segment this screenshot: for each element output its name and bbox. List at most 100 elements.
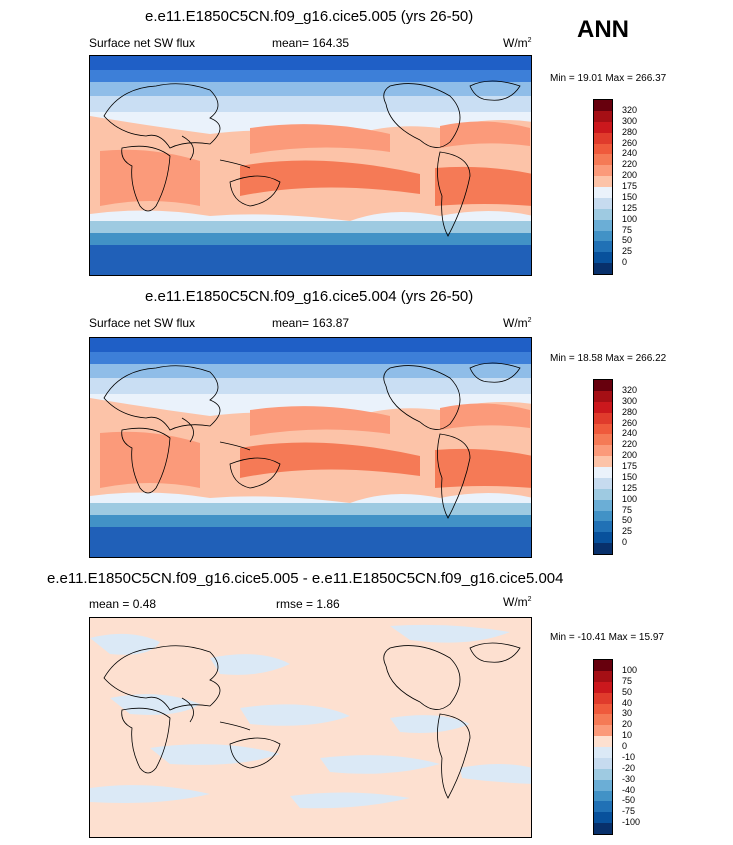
colorbar-tick-label: 10 [622,730,633,741]
panel1-units: W/m2 [503,36,532,50]
colorbar-tick-label: 100 [622,493,638,504]
colorbar-tick-label: -20 [622,762,636,773]
panel1-minmax: Min = 19.01 Max = 266.37 [550,73,667,84]
colorbar-tick-label: 25 [622,526,633,537]
colorbar-segment [594,660,612,671]
colorbar-segment [594,121,612,133]
panel1-variable-label: Surface net SW flux [89,36,196,50]
panel3-map [89,617,532,838]
colorbar-segment [594,790,612,802]
colorbar-segment [594,380,612,391]
colorbar-tick-label: 30 [622,708,633,719]
colorbar-tick-label: 220 [622,439,638,450]
colorbar-segment [594,165,612,177]
panel3-rmse-label: rmse = 1.86 [276,597,340,611]
colorbar-tick-label: 320 [622,384,638,395]
colorbar-segment [594,681,612,693]
colorbar-segment [594,714,612,726]
colorbar-segment [594,219,612,231]
colorbar-tick-label: 200 [622,450,638,461]
colorbar-tick-label: 0 [622,537,628,548]
panel2-map [89,337,532,558]
colorbar-segment [594,390,612,402]
colorbar-segment [594,725,612,737]
colorbar-segment [594,197,612,209]
colorbar-segment [594,801,612,813]
colorbar-tick-label: 260 [622,137,638,148]
colorbar-segment [594,823,612,834]
colorbar-segment [594,510,612,522]
colorbar-segment [594,532,612,544]
colorbar-tick-label: -30 [622,773,636,784]
colorbar-tick-label: 200 [622,170,638,181]
colorbar-segment [594,241,612,253]
colorbar-segment [594,467,612,478]
colorbar-segment [594,230,612,242]
colorbar-tick-label: 0 [622,741,628,751]
colorbar-tick-label: -100 [622,817,641,828]
panel1-colorbar [593,99,613,275]
panel1-title: e.e11.E1850C5CN.f09_g16.cice5.005 (yrs 2… [145,8,474,25]
colorbar-tick-label: -75 [622,806,636,817]
colorbar-tick-label: 300 [622,115,638,126]
colorbar-segment [594,757,612,769]
colorbar-tick-label: 75 [622,675,633,686]
colorbar-tick-label: 25 [622,246,633,257]
colorbar-segment [594,176,612,187]
colorbar-tick-label: 240 [622,428,638,439]
colorbar-segment [594,812,612,824]
colorbar-tick-label: 75 [622,224,633,235]
colorbar-tick-label: 125 [622,482,638,493]
colorbar-segment [594,692,612,704]
colorbar-tick-label: 50 [622,235,633,246]
panel3-colorbar-labels: 100 75 50 40 30 20 10 0 -10 -20 -30 -40 -50 -75 -100 [622,659,662,835]
colorbar-segment [594,670,612,682]
colorbar-segment [594,779,612,791]
colorbar-tick-label: 175 [622,181,638,191]
colorbar-tick-label: 50 [622,515,633,526]
colorbar-segment [594,208,612,220]
panel3-minmax: Min = -10.41 Max = 15.97 [550,632,664,643]
colorbar-segment [594,456,612,467]
colorbar-tick-label: 220 [622,159,638,170]
panel2-title: e.e11.E1850C5CN.f09_g16.cice5.004 (yrs 2… [145,288,474,305]
panel3-colorbar [593,659,613,835]
colorbar-tick-label: 150 [622,471,638,482]
colorbar-tick-label: 50 [622,686,633,697]
panel2-minmax: Min = 18.58 Max = 266.22 [550,353,667,364]
colorbar-tick-label: 20 [622,719,633,730]
panel2-colorbar-labels: 320 300 280 260 240 220 200 175 150 125 100 75 50 25 0 [622,379,662,555]
panel3-mean-label: mean = 0.48 [89,597,157,611]
colorbar-segment [594,143,612,155]
colorbar-tick-label: 125 [622,202,638,213]
colorbar-tick-label: 100 [622,664,638,675]
panel1-map [89,55,532,276]
colorbar-segment [594,252,612,264]
panel3-units: W/m2 [503,595,532,609]
colorbar-segment [594,100,612,111]
colorbar-tick-label: 240 [622,148,638,159]
colorbar-tick-label: 40 [622,697,633,708]
colorbar-segment [594,703,612,715]
colorbar-segment [594,768,612,780]
panel3-title: e.e11.E1850C5CN.f09_g16.cice5.005 - e.e1… [47,570,564,587]
colorbar-tick-label: 280 [622,406,638,417]
colorbar-tick-label: 260 [622,417,638,428]
colorbar-segment [594,263,612,274]
colorbar-tick-label: -40 [622,784,636,795]
colorbar-tick-label: 75 [622,504,633,515]
season-label: ANN [577,16,629,43]
colorbar-tick-label: 100 [622,213,638,224]
colorbar-segment [594,445,612,457]
colorbar-segment [594,736,612,747]
colorbar-segment [594,132,612,144]
colorbar-tick-label: 175 [622,461,638,471]
colorbar-segment [594,488,612,500]
colorbar-tick-label: -10 [622,751,636,762]
colorbar-tick-label: 150 [622,191,638,202]
colorbar-segment [594,110,612,122]
colorbar-segment [594,423,612,435]
colorbar-tick-label: 320 [622,104,638,115]
colorbar-segment [594,434,612,446]
colorbar-segment [594,521,612,533]
